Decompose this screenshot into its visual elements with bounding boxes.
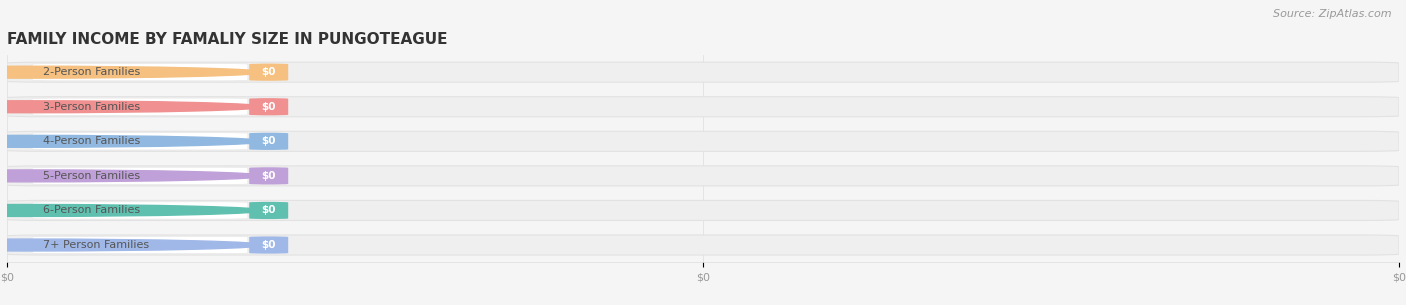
Circle shape [0, 66, 266, 78]
FancyBboxPatch shape [249, 63, 288, 81]
FancyBboxPatch shape [249, 133, 288, 150]
Circle shape [0, 101, 266, 113]
FancyBboxPatch shape [249, 202, 288, 219]
FancyBboxPatch shape [7, 131, 1399, 151]
FancyBboxPatch shape [7, 200, 1399, 221]
Text: 6-Person Families: 6-Person Families [44, 206, 141, 215]
FancyBboxPatch shape [249, 167, 288, 185]
Text: 5-Person Families: 5-Person Families [44, 171, 141, 181]
FancyBboxPatch shape [249, 236, 288, 254]
Text: Source: ZipAtlas.com: Source: ZipAtlas.com [1274, 9, 1392, 19]
Circle shape [0, 204, 266, 217]
FancyBboxPatch shape [7, 97, 1399, 117]
Text: 2-Person Families: 2-Person Families [44, 67, 141, 77]
Text: $0: $0 [262, 102, 276, 112]
FancyBboxPatch shape [7, 235, 1399, 255]
Circle shape [0, 170, 266, 182]
Circle shape [0, 135, 266, 147]
Text: $0: $0 [262, 171, 276, 181]
Text: 7+ Person Families: 7+ Person Families [44, 240, 149, 250]
Text: $0: $0 [262, 136, 276, 146]
Text: 4-Person Families: 4-Person Families [44, 136, 141, 146]
FancyBboxPatch shape [32, 98, 247, 115]
FancyBboxPatch shape [7, 62, 1399, 82]
FancyBboxPatch shape [7, 166, 1399, 186]
Circle shape [0, 239, 266, 251]
FancyBboxPatch shape [32, 202, 247, 219]
Text: $0: $0 [262, 206, 276, 215]
Text: 3-Person Families: 3-Person Families [44, 102, 141, 112]
Text: $0: $0 [262, 67, 276, 77]
FancyBboxPatch shape [249, 98, 288, 115]
FancyBboxPatch shape [32, 167, 247, 185]
Text: FAMILY INCOME BY FAMALIY SIZE IN PUNGOTEAGUE: FAMILY INCOME BY FAMALIY SIZE IN PUNGOTE… [7, 32, 447, 47]
FancyBboxPatch shape [32, 63, 247, 81]
FancyBboxPatch shape [32, 236, 247, 254]
Text: $0: $0 [262, 240, 276, 250]
FancyBboxPatch shape [32, 133, 247, 150]
